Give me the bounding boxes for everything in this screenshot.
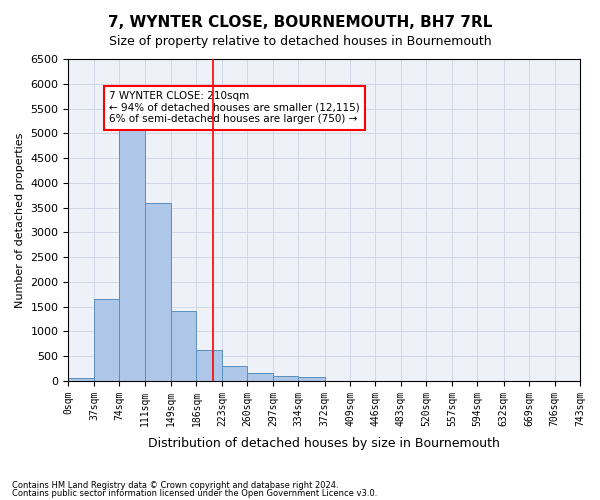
Bar xyxy=(222,366,247,381)
Bar xyxy=(68,378,94,381)
Text: Size of property relative to detached houses in Bournemouth: Size of property relative to detached ho… xyxy=(109,35,491,48)
Bar xyxy=(171,310,196,381)
Bar xyxy=(196,350,222,381)
Text: 7 WYNTER CLOSE: 210sqm
← 94% of detached houses are smaller (12,115)
6% of semi-: 7 WYNTER CLOSE: 210sqm ← 94% of detached… xyxy=(109,91,360,124)
Text: Contains HM Land Registry data © Crown copyright and database right 2024.: Contains HM Land Registry data © Crown c… xyxy=(12,481,338,490)
Bar xyxy=(94,299,119,381)
Bar xyxy=(298,377,325,381)
Bar xyxy=(119,130,145,381)
Bar xyxy=(273,376,298,381)
Text: Contains public sector information licensed under the Open Government Licence v3: Contains public sector information licen… xyxy=(12,488,377,498)
Bar xyxy=(145,202,171,381)
Bar xyxy=(247,374,273,381)
X-axis label: Distribution of detached houses by size in Bournemouth: Distribution of detached houses by size … xyxy=(148,437,500,450)
Y-axis label: Number of detached properties: Number of detached properties xyxy=(15,132,25,308)
Text: 7, WYNTER CLOSE, BOURNEMOUTH, BH7 7RL: 7, WYNTER CLOSE, BOURNEMOUTH, BH7 7RL xyxy=(108,15,492,30)
